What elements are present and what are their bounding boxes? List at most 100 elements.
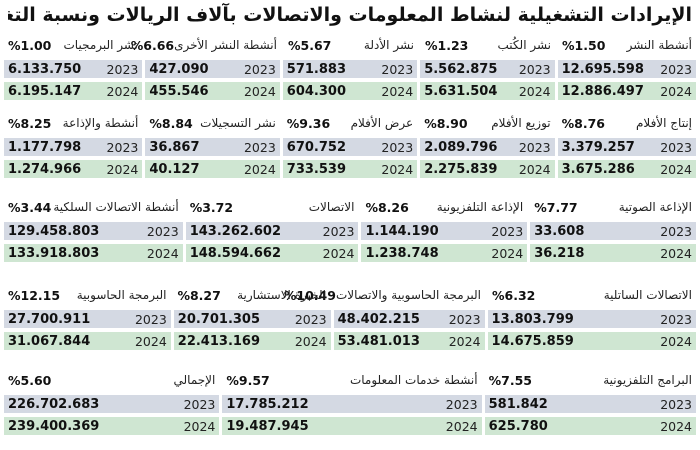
year-value-cell: 2023 571.883 [282, 60, 418, 78]
revenue-value: 143.262.602 [189, 223, 281, 239]
metric-name: عرض الأفلام [350, 116, 414, 130]
change-percent: %10.49 [283, 287, 336, 303]
year-value-cell: 2024 455.546 [145, 82, 280, 100]
year-value-cell: 2023 20.701.305 [173, 310, 331, 328]
metric-name: نشر البرمجيات [63, 38, 138, 52]
year-label: 2023 [381, 61, 414, 77]
metric-header: نشر التسجيلات %8.84 [145, 110, 279, 136]
year-row-2023: 2023 12.695.598 2023 5.562.875 2023 571.883 20… [3, 60, 696, 78]
year-label: 2023 [660, 396, 692, 412]
revenue-value: 36.867 [149, 139, 200, 155]
change-percent: %8.25 [7, 115, 52, 131]
year-label: 2024 [660, 418, 692, 434]
revenue-value: 625.780 [488, 418, 548, 434]
revenue-value: 33.608 [534, 223, 585, 239]
year-value-cell: 2024 6.195.147 [3, 82, 143, 100]
revenue-value: 22.413.169 [177, 333, 261, 349]
change-percent: %8.27 [177, 287, 221, 303]
year-label: 2023 [106, 61, 139, 77]
metric-header: الاتصالات %3.72 [186, 194, 359, 220]
year-value-cell: 2024 1.238.748 [361, 244, 528, 262]
year-label: 2023 [660, 139, 692, 155]
year-label: 2024 [106, 83, 139, 99]
year-value-cell: 2024 3.675.286 [557, 160, 696, 178]
year-value-cell: 2024 239.400.369 [4, 417, 220, 435]
year-row-2023: 2023 581.842 2023 17.785.212 2023 226.702.683 [4, 395, 696, 413]
year-label: 2024 [243, 161, 276, 177]
year-value-cell: 2023 2.089.796 [420, 138, 555, 156]
year-label: 2023 [660, 223, 692, 239]
revenue-value: 17.785.212 [226, 396, 309, 412]
metric-name: الاتصالات [308, 200, 355, 214]
metric-header: أنشطة النشر الأخرى %6.66 [131, 32, 281, 58]
metric-name: أنشطة النشر الأخرى [174, 38, 277, 52]
change-percent: %8.26 [365, 199, 409, 215]
revenue-value: 604.300 [286, 83, 346, 99]
metric-header: أنشطة خدمات المعلومات %9.57 [222, 367, 481, 393]
year-label: 2023 [660, 311, 692, 327]
revenue-value: 5.631.504 [424, 83, 498, 99]
year-value-cell: 2023 129.458.803 [4, 222, 183, 240]
metric-header: البرمجة الحاسوبية %12.15 [4, 282, 170, 308]
revenue-value: 19.487.945 [226, 418, 309, 434]
year-label: 2024 [518, 161, 551, 177]
metric-name: أنشطة النشر [626, 38, 692, 52]
metric-header: الاتصالات الساتلية %6.32 [488, 282, 696, 308]
year-row-2024: 2024 12.886.497 2024 5.631.504 2024 604.300 20… [3, 82, 696, 100]
year-row-2023: 2023 13.803.799 2023 48.402.215 2023 20.701.3… [4, 310, 696, 328]
revenue-value: 27.700.911 [8, 311, 91, 327]
year-value-cell: 2023 1.177.798 [3, 138, 143, 156]
year-label: 2023 [106, 139, 139, 155]
metric-name: أنشطة خدمات المعلومات [349, 373, 478, 387]
year-label: 2024 [381, 83, 414, 99]
revenue-value: 133.918.803 [8, 245, 100, 261]
metric-name: الخبرة الاستشارية [237, 288, 326, 302]
year-label: 2024 [491, 245, 524, 261]
revenue-value: 581.842 [488, 396, 548, 412]
year-label: 2023 [134, 311, 167, 327]
year-value-cell: 2024 40.127 [145, 160, 280, 178]
year-value-cell: 2023 27.700.911 [4, 310, 171, 328]
year-value-cell: 2024 2.275.839 [420, 160, 555, 178]
year-label: 2024 [518, 83, 551, 99]
revenue-value: 20.701.305 [177, 311, 261, 327]
change-percent: %7.55 [488, 372, 532, 388]
year-value-cell: 2024 148.594.662 [185, 244, 359, 262]
revenue-value: 1.177.798 [7, 139, 82, 155]
year-value-cell: 2024 733.539 [282, 160, 418, 178]
metric-header: نشر الكُتب %1.23 [421, 32, 555, 58]
change-percent: %6.32 [491, 287, 536, 303]
year-label: 2024 [183, 418, 216, 434]
revenue-value: 40.127 [149, 161, 200, 177]
metric-header: نشر الأدلة %5.67 [284, 32, 418, 58]
metric-name: الإجمالي [173, 373, 216, 387]
change-percent: %5.67 [287, 37, 332, 53]
year-value-cell: 2024 133.918.803 [4, 244, 183, 262]
year-label: 2023 [491, 223, 524, 239]
revenue-value: 1.144.190 [365, 223, 439, 239]
year-row-2023: 2023 33.608 2023 1.144.190 2023 143.262.602 20… [4, 222, 696, 240]
metric-name: نشر التسجيلات [200, 116, 276, 130]
year-label: 2024 [660, 333, 692, 349]
year-value-cell: 2024 22.413.169 [173, 332, 331, 350]
revenue-value: 455.546 [149, 83, 209, 99]
metric-name: البرمجة الحاسوبية والاتصالات [335, 288, 481, 302]
revenue-value: 148.594.662 [189, 245, 281, 261]
metric-header: البرمجة الحاسوبية والاتصالات %10.49 [284, 282, 485, 308]
year-label: 2024 [106, 161, 139, 177]
year-value-cell: 2023 3.379.257 [557, 138, 696, 156]
year-value-cell: 2024 36.218 [530, 244, 696, 262]
change-percent: %9.57 [226, 372, 270, 388]
year-value-cell: 2024 31.067.844 [4, 332, 171, 350]
metric-header: الخبرة الاستشارية %8.27 [173, 282, 330, 308]
change-percent: %1.00 [8, 37, 52, 53]
year-row-2024: 2024 3.675.286 2024 2.275.839 2024 733.539 202… [3, 160, 696, 178]
metric-header: إنتاج الأفلام %8.76 [558, 110, 696, 136]
metric-name: أنشطة الاتصالات السلكية [53, 200, 179, 214]
change-percent: %6.66 [130, 37, 175, 53]
metric-name: الإذاعة التلفزيونية [436, 200, 524, 214]
year-label: 2023 [322, 223, 355, 239]
metric-header: عرض الأفلام %9.36 [283, 110, 417, 136]
year-label: 2024 [660, 245, 692, 261]
year-value-cell: 2023 226.702.683 [4, 395, 220, 413]
